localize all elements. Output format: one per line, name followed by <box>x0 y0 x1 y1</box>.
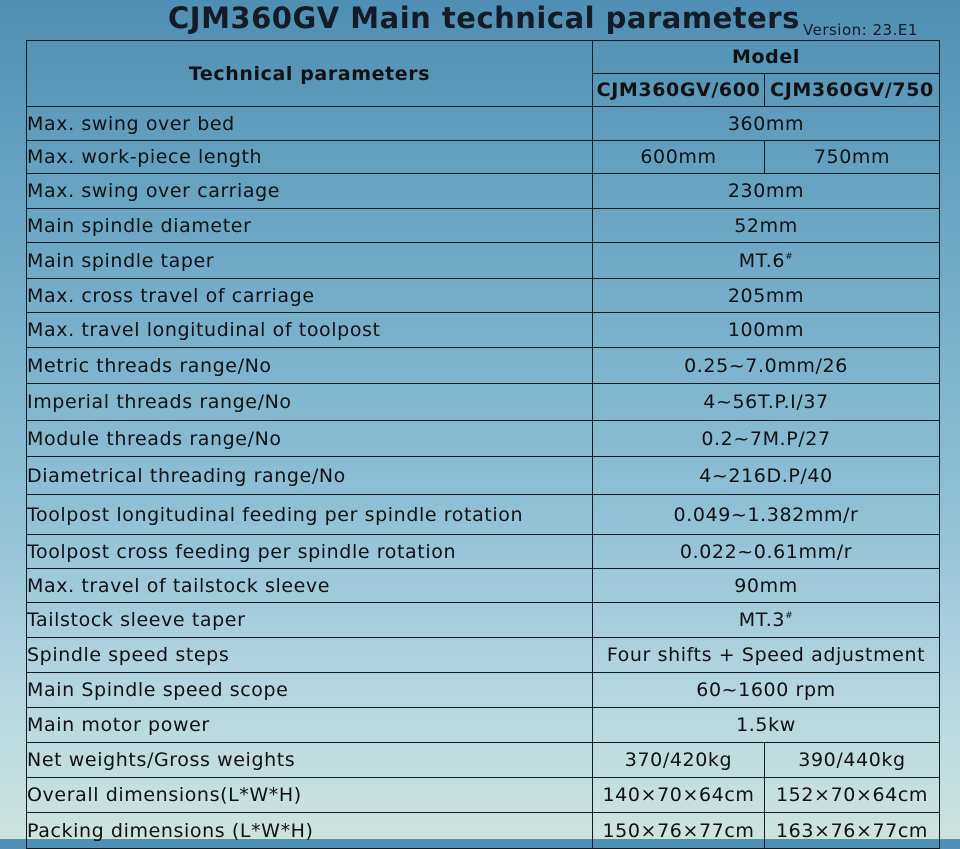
parameter-value: 205mm <box>592 278 940 313</box>
parameter-value: MT.6# <box>592 242 940 279</box>
parameter-label: Max. work-piece length <box>26 140 593 174</box>
parameter-value-model-600: 600mm <box>592 140 765 174</box>
parameter-value: Four shifts + Speed adjustment <box>592 637 940 673</box>
parameter-value: 230mm <box>592 173 940 209</box>
parameter-label: Net weights/Gross weights <box>26 742 593 778</box>
parameter-label: Max. cross travel of carriage <box>26 278 593 313</box>
parameter-label: Overall dimensions(L*W*H) <box>26 777 593 813</box>
parameter-value-text: 90mm <box>734 574 798 597</box>
parameter-value-text: 100mm <box>727 319 805 341</box>
parameter-label: Max. travel longitudinal of toolpost <box>26 312 593 348</box>
model-600-header: CJM360GV/600 <box>592 73 765 107</box>
parameter-label: Module threads range/No <box>26 420 593 457</box>
parameter-value-model-750: 750mm <box>764 140 940 174</box>
parameter-value: 4~216D.P/40 <box>592 456 940 495</box>
page-title: CJM360GV Main technical parameters <box>168 1 800 35</box>
table-row: Net weights/Gross weights 370/420kg 390/44… <box>26 742 940 778</box>
table-row: Main motor power 1.5kw <box>26 707 940 743</box>
version-label: Version: 23.E1 <box>803 21 918 39</box>
parameter-value-model-600: 140×70×64cm <box>592 777 765 813</box>
parameter-label: Toolpost longitudinal feeding per spindl… <box>26 494 593 535</box>
parameter-value-model-750: 152×70×64cm <box>764 777 940 813</box>
parameter-value-text: 0.049~1.382mm/r <box>673 503 859 526</box>
parameter-value-text: Four shifts + Speed adjustment <box>606 644 926 666</box>
parameter-label: Diametrical threading range/No <box>26 456 593 495</box>
table-row: Max. swing over carriage 230mm <box>26 173 940 209</box>
parameter-label: Max. travel of tailstock sleeve <box>26 568 593 603</box>
table-row: Max. work-piece length 600mm 750mm <box>26 140 940 174</box>
model-header: Model <box>592 40 940 74</box>
parameter-label: Metric threads range/No <box>26 347 593 384</box>
table-row: Module threads range/No 0.2~7M.P/27 <box>26 420 940 457</box>
parameter-value-model-750: 163×76×77cm <box>764 812 940 849</box>
parameter-label: Main spindle taper <box>26 242 593 279</box>
table-row: Toolpost cross feeding per spindle rotat… <box>26 534 940 569</box>
parameter-value-model-600: 150×76×77cm <box>592 812 765 849</box>
table-row: Max. swing over bed 360mm <box>26 106 940 141</box>
parameter-label: Max. swing over bed <box>26 106 593 141</box>
parameter-label: Main motor power <box>26 707 593 743</box>
parameter-value-text: MT.6 <box>738 249 786 272</box>
parameter-value-text: 60~1600 rpm <box>696 679 836 701</box>
parameter-label: Main Spindle speed scope <box>26 672 593 708</box>
parameter-label: Packing dimensions (L*W*H) <box>26 812 593 849</box>
parameter-value: 0.022~0.61mm/r <box>592 534 940 569</box>
parameter-value: 90mm <box>592 568 940 603</box>
parameter-value-text: 0.25~7.0mm/26 <box>684 354 848 377</box>
parameter-value: 1.5kw <box>592 707 940 743</box>
parameter-value: MT.3# <box>592 602 940 638</box>
header-row: Technical parameters Model <box>26 40 940 107</box>
parameter-value-model-600: 370/420kg <box>592 742 765 778</box>
table-row: Overall dimensions(L*W*H) 140×70×64cm 152×… <box>26 777 940 813</box>
parameter-label: Toolpost cross feeding per spindle rotat… <box>26 534 593 569</box>
table-row: Spindle speed steps Four shifts + Speed a… <box>26 637 940 673</box>
table-row: Packing dimensions (L*W*H) 150×76×77cm 163… <box>26 812 940 849</box>
parameter-value: 0.2~7M.P/27 <box>592 420 940 457</box>
table-row: Tailstock sleeve taper MT.3# <box>26 602 940 638</box>
parameter-value-model-750: 390/440kg <box>764 742 940 778</box>
taper-mark: # <box>785 611 794 621</box>
table-row: Main spindle taper MT.6# <box>26 242 940 279</box>
table-row: Imperial threads range/No 4~56T.P.I/37 <box>26 383 940 421</box>
parameter-value: 0.25~7.0mm/26 <box>592 347 940 384</box>
taper-mark: # <box>785 251 794 262</box>
parameter-value: 0.049~1.382mm/r <box>592 494 940 535</box>
parameter-value-text: 230mm <box>727 180 805 202</box>
parameter-label: Tailstock sleeve taper <box>26 602 593 638</box>
parameter-value-text: 4~56T.P.I/37 <box>703 391 829 413</box>
parameter-label: Max. swing over carriage <box>26 173 593 209</box>
parameter-value-text: 205mm <box>727 284 805 307</box>
parameter-value: 4~56T.P.I/37 <box>592 383 940 421</box>
parameter-value-text: 360mm <box>727 112 805 135</box>
parameter-value: 360mm <box>592 106 940 141</box>
parameter-label: Spindle speed steps <box>26 637 593 673</box>
table-row: Max. travel longitudinal of toolpost 100m… <box>26 312 940 348</box>
parameter-value: 52mm <box>592 208 940 243</box>
parameter-label: Imperial threads range/No <box>26 383 593 421</box>
parameters-table: Technical parameters Model CJM360GV/600 … <box>26 40 940 849</box>
parameter-value: 60~1600 rpm <box>592 672 940 708</box>
parameter-label: Main spindle diameter <box>26 208 593 243</box>
parameter-value-text: MT.3 <box>738 609 786 631</box>
table-row: Max. travel of tailstock sleeve 90mm <box>26 568 940 603</box>
table-row: Metric threads range/No 0.25~7.0mm/26 <box>26 347 940 384</box>
parameter-value-text: 0.2~7M.P/27 <box>701 427 831 450</box>
table-row: Diametrical threading range/No 4~216D.P/4… <box>26 456 940 495</box>
table-row: Toolpost longitudinal feeding per spindl… <box>26 494 940 535</box>
parameter-value-text: 1.5kw <box>736 714 796 736</box>
table-row: Main spindle diameter 52mm <box>26 208 940 243</box>
parameter-value-text: 0.022~0.61mm/r <box>679 540 853 563</box>
table-row: Main Spindle speed scope 60~1600 rpm <box>26 672 940 708</box>
technical-parameters-header: Technical parameters <box>26 40 593 107</box>
model-750-header: CJM360GV/750 <box>764 73 940 107</box>
title-bar: CJM360GV Main technical parameters Versi… <box>0 0 960 40</box>
table-row: Max. cross travel of carriage 205mm <box>26 278 940 313</box>
parameter-value: 100mm <box>592 312 940 348</box>
model-subheader-row: CJM360GV/600 CJM360GV/750 <box>27 73 940 107</box>
parameter-value-text: 52mm <box>734 214 798 237</box>
parameter-value-text: 4~216D.P/40 <box>699 464 833 487</box>
